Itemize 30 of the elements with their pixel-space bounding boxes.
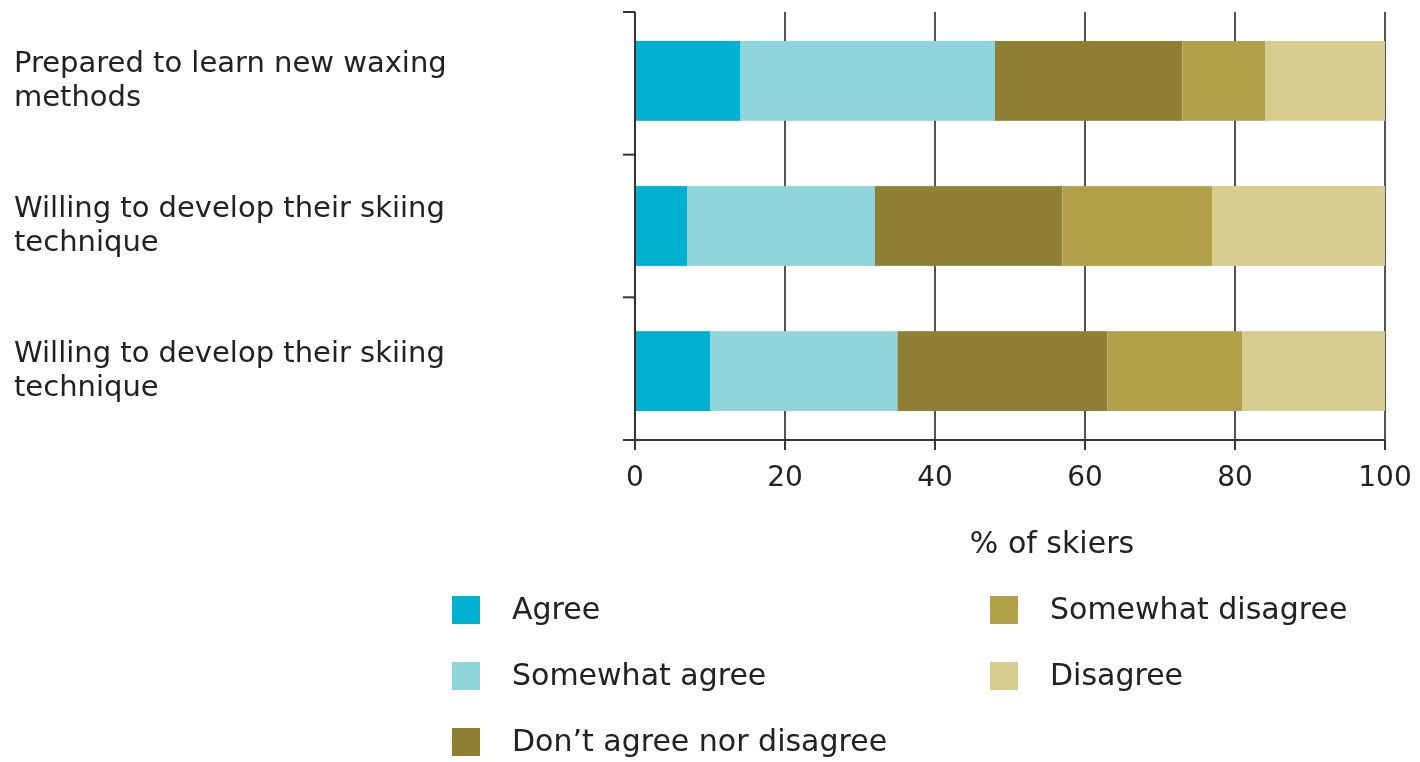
x-tick-label: 40 (917, 460, 953, 493)
bar (1182, 41, 1265, 121)
bar (1062, 186, 1213, 266)
legend-label: Don’t agree nor disagree (512, 722, 888, 758)
y-tick-label: Willing to develop their skiing technique (14, 335, 445, 404)
bar (710, 331, 898, 411)
x-tick-label: 20 (767, 460, 803, 493)
y-tick-label: Prepared to learn new waxing methods (14, 44, 447, 113)
legend-label: Agree (512, 590, 601, 626)
bar (1242, 331, 1385, 411)
legend-label: Somewhat agree (512, 656, 767, 692)
x-tick-label: 80 (1217, 460, 1253, 493)
bar (1265, 41, 1385, 121)
bar (635, 41, 740, 121)
x-tick-label: 0 (626, 460, 644, 493)
bar (635, 331, 710, 411)
bar (635, 186, 688, 266)
legend-label: Somewhat disagree (1050, 590, 1348, 626)
bar (740, 41, 995, 121)
bar (1107, 331, 1243, 411)
bar (875, 186, 1063, 266)
bar (897, 331, 1108, 411)
legend-label: Disagree (1050, 656, 1184, 692)
bar (1212, 186, 1385, 266)
x-tick-label: 60 (1067, 460, 1103, 493)
x-tick-label: 100 (1358, 460, 1412, 493)
x-axis-title: % of skiers (969, 525, 1135, 560)
y-tick-label: Willing to develop their skiing technique (14, 190, 445, 258)
bar (687, 186, 875, 266)
bar (995, 41, 1183, 121)
